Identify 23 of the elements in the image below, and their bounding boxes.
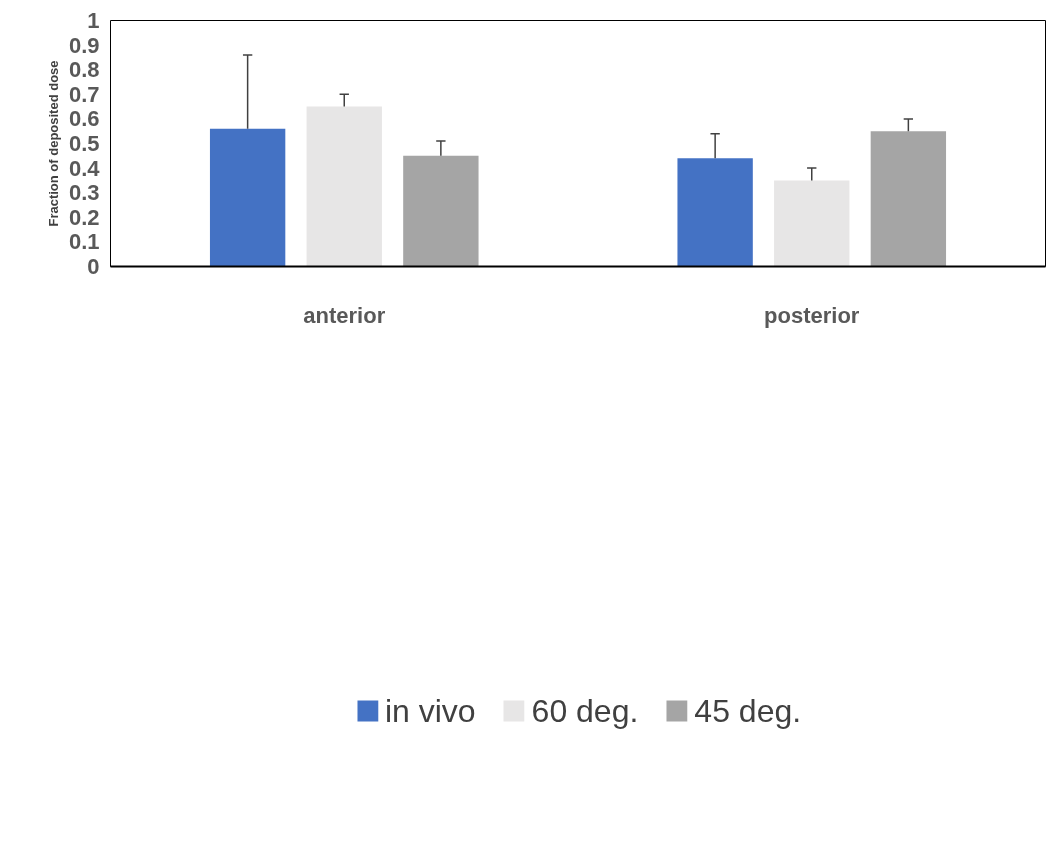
bar [209,128,286,267]
y-axis-title: Fraction of deposited dose [45,60,61,227]
legend-label: in vivo [384,692,476,730]
bar [306,106,382,267]
y-tick-label: 0.6 [68,106,100,132]
y-tick-label: 0.7 [68,81,100,107]
y-tick-label: 0.5 [68,131,100,156]
legend-label: 45 deg. [694,692,802,730]
y-tick-label: 0.2 [68,204,100,230]
y-tick-label: 0.4 [68,155,101,181]
bar [774,180,850,267]
y-tick-label: 0 [87,254,100,279]
y-tick-label: 0.1 [68,229,100,255]
y-tick-label: 0.9 [68,32,100,58]
y-tick-label: 0.8 [68,57,100,83]
bar [677,158,753,267]
legend-label: 60 deg. [531,692,639,730]
y-tick-label: 1 [87,8,100,33]
x-tick-label: anterior [303,302,386,328]
x-tick-label: posterior [764,302,860,328]
y-tick-label: 0.3 [68,180,100,206]
bar [403,155,479,267]
bar [870,131,947,267]
